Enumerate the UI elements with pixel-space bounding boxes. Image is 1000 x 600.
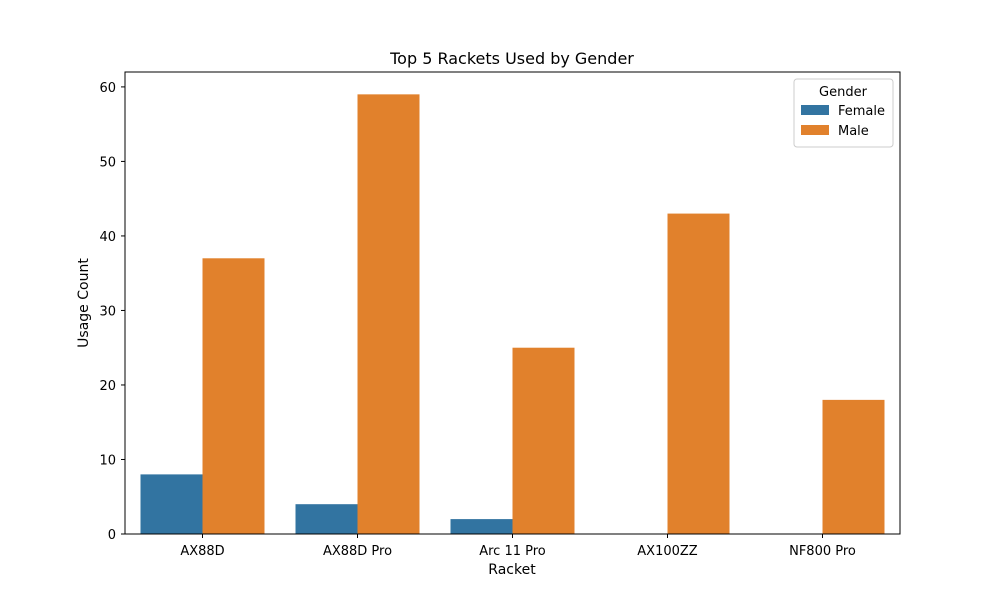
x-tick-label: AX100ZZ <box>637 544 698 559</box>
y-tick-label: 40 <box>99 230 116 245</box>
bar-male-2 <box>357 94 420 535</box>
bar-male-1 <box>202 258 265 534</box>
legend-title: Gender <box>819 85 868 100</box>
legend-swatch-male <box>801 125 829 135</box>
y-tick-label: 0 <box>108 528 116 543</box>
legend-label-male: Male <box>838 124 869 139</box>
chart-title: Top 5 Rackets Used by Gender <box>389 49 634 68</box>
bar-male-4 <box>667 213 730 535</box>
y-tick-label: 60 <box>99 81 116 96</box>
y-tick-label: 10 <box>99 453 116 468</box>
y-tick-label: 50 <box>99 155 116 170</box>
legend: Gender Female Male <box>793 78 894 148</box>
y-axis-label: Usage Count <box>76 258 92 348</box>
x-tick-label: AX88D <box>180 544 224 559</box>
y-tick-label: 20 <box>99 379 116 394</box>
x-tick-label: NF800 Pro <box>789 544 856 559</box>
bar-male-3 <box>512 347 575 534</box>
x-tick-label: AX88D Pro <box>323 544 392 559</box>
x-axis-label: Racket <box>488 562 536 578</box>
legend-swatch-female <box>801 105 829 115</box>
x-axis-ticks: AX88D AX88D Pro Arc 11 Pro AX100ZZ NF800 Pro <box>180 534 856 559</box>
bar-male-5 <box>822 399 885 534</box>
x-tick-label: Arc 11 Pro <box>479 544 546 559</box>
bars <box>140 94 885 535</box>
y-axis-ticks: 0 10 20 30 40 50 60 <box>99 81 125 543</box>
legend-label-female: Female <box>838 104 885 119</box>
bar-female-1 <box>140 474 203 534</box>
y-tick-label: 30 <box>99 304 116 319</box>
bar-female-3 <box>450 519 513 534</box>
bar-female-2 <box>295 504 358 534</box>
